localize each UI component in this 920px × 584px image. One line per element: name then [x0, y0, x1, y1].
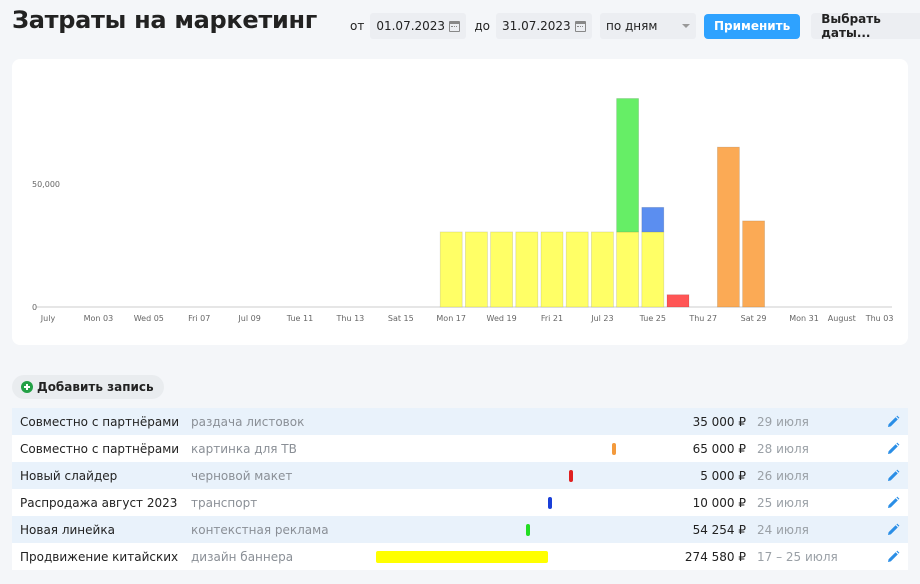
- chart-bar[interactable]: [742, 220, 765, 308]
- x-tick-label: Fri 21: [541, 314, 563, 323]
- record-amount: 10 000 ₽: [692, 495, 746, 510]
- x-tick-label: Mon 03: [84, 314, 114, 323]
- pencil-icon[interactable]: [886, 523, 900, 537]
- record-name: Совместно с партнёрами: [20, 414, 180, 429]
- chart-bar[interactable]: [666, 294, 690, 308]
- chart-bar[interactable]: [490, 231, 514, 308]
- chart-bar[interactable]: [616, 98, 639, 233]
- to-date-value: 31.07.2023: [501, 19, 571, 33]
- record-amount: 5 000 ₽: [700, 468, 746, 483]
- chart-bar[interactable]: [616, 231, 639, 308]
- x-tick-label: Tue 11: [286, 314, 313, 323]
- chart-bar[interactable]: [717, 146, 740, 308]
- timeline-bar: [526, 524, 530, 536]
- x-tick-label: Thu 03: [865, 314, 894, 323]
- add-record-label: Добавить запись: [37, 380, 154, 394]
- record-amount: 35 000 ₽: [692, 414, 746, 429]
- timeline-bar: [612, 443, 616, 455]
- x-tick-label: August: [828, 314, 856, 323]
- to-label: до: [474, 19, 490, 33]
- table-row[interactable]: Совместно с партнёрами картинка для ТВ 65 …: [12, 435, 908, 462]
- record-description: раздача листовок: [191, 414, 305, 429]
- choose-dates-label: Выбрать даты...: [821, 12, 881, 40]
- y-tick-label: 50,000: [32, 180, 60, 189]
- chart-bar[interactable]: [540, 231, 564, 308]
- calendar-icon[interactable]: [449, 20, 461, 32]
- from-date-input[interactable]: 01.07.2023: [370, 13, 467, 39]
- record-amount: 54 254 ₽: [692, 522, 746, 537]
- to-date-input[interactable]: 31.07.2023: [495, 13, 592, 39]
- record-description: транспорт: [191, 495, 258, 510]
- chart-bar[interactable]: [641, 206, 665, 233]
- chart-bar[interactable]: [591, 231, 614, 308]
- record-description: контекстная реклама: [191, 522, 329, 537]
- chart-card: 0 50,000 July Mon 03 Wed 05 Fri 07 Jul 09 Tue 1…: [12, 59, 908, 345]
- x-tick-label: Tue 25: [639, 314, 666, 323]
- record-date: 17 – 25 июля: [757, 549, 838, 564]
- x-tick-label: Jul 09: [237, 314, 260, 323]
- record-date: 24 июля: [757, 522, 809, 537]
- expenses-chart: 0 50,000 July Mon 03 Wed 05 Fri 07 Jul 09 Tue 1…: [32, 98, 894, 323]
- chart-bar[interactable]: [439, 231, 463, 308]
- record-name: Новый слайдер: [20, 468, 118, 483]
- table-row[interactable]: Новая линейка контекстная реклама 54 254 ₽…: [12, 516, 908, 543]
- add-record-button[interactable]: Добавить запись: [12, 375, 164, 399]
- calendar-icon[interactable]: [574, 20, 586, 32]
- timeline-bar: [569, 470, 573, 482]
- page-title: Затраты на маркетинг: [12, 6, 318, 34]
- chart-bar[interactable]: [565, 231, 589, 308]
- x-tick-label: July: [40, 314, 56, 323]
- table-row[interactable]: Новый слайдер черновой макет 5 000 ₽ 26 июл…: [12, 462, 908, 489]
- chevron-down-icon: [681, 24, 690, 28]
- x-tick-label: Fri 07: [188, 314, 210, 323]
- pencil-icon[interactable]: [886, 496, 900, 510]
- table-row[interactable]: Совместно с партнёрами раздача листовок 35…: [12, 408, 908, 435]
- record-name: Продвижение китайских товаров: [20, 549, 182, 564]
- chart-bar[interactable]: [641, 231, 665, 308]
- date-filter-bar: от 01.07.2023 до 31.07.2023 по дням Прим…: [350, 12, 920, 40]
- record-description: черновой макет: [191, 468, 293, 483]
- pencil-icon[interactable]: [886, 415, 900, 429]
- choose-dates-button[interactable]: Выбрать даты...: [811, 12, 920, 40]
- record-date: 25 июля: [757, 495, 809, 510]
- record-date: 29 июля: [757, 414, 809, 429]
- pencil-icon[interactable]: [886, 442, 900, 456]
- from-label: от: [350, 19, 365, 33]
- granularity-select[interactable]: по дням: [599, 13, 696, 39]
- record-name: Новая линейка: [20, 522, 115, 537]
- x-tick-label: Jul 23: [590, 314, 613, 323]
- x-tick-label: Wed 19: [487, 314, 517, 323]
- record-description: картинка для ТВ: [191, 441, 297, 456]
- x-tick-label: Mon 31: [789, 314, 819, 323]
- table-row[interactable]: Продвижение китайских товаров дизайн банн…: [12, 543, 908, 570]
- record-description: дизайн баннера: [191, 549, 294, 564]
- granularity-value: по дням: [605, 19, 658, 33]
- timeline-bar: [376, 551, 548, 563]
- record-name: Распродажа август 2023: [20, 495, 178, 510]
- record-amount: 65 000 ₽: [692, 441, 746, 456]
- pencil-icon[interactable]: [886, 469, 900, 483]
- chart-bar[interactable]: [464, 231, 488, 308]
- table-row[interactable]: Распродажа август 2023 транспорт 10 000 ₽ 2…: [12, 489, 908, 516]
- x-tick-label: Sat 15: [388, 314, 414, 323]
- from-date-value: 01.07.2023: [376, 19, 446, 33]
- record-name: Совместно с партнёрами: [20, 441, 180, 456]
- x-tick-label: Mon 17: [436, 314, 466, 323]
- timeline-bar: [548, 497, 552, 509]
- x-tick-label: Wed 05: [134, 314, 164, 323]
- plus-circle-icon: [21, 381, 33, 393]
- record-amount: 274 580 ₽: [684, 549, 746, 564]
- x-tick-label: Sat 29: [741, 314, 767, 323]
- x-tick-label: Thu 27: [688, 314, 717, 323]
- apply-button[interactable]: Применить: [703, 13, 801, 39]
- y-tick-label: 0: [32, 303, 37, 312]
- record-date: 26 июля: [757, 468, 809, 483]
- pencil-icon[interactable]: [886, 550, 900, 564]
- x-tick-label: Thu 13: [336, 314, 365, 323]
- record-date: 28 июля: [757, 441, 809, 456]
- records-table: Совместно с партнёрами раздача листовок 35…: [12, 408, 908, 570]
- chart-bar[interactable]: [515, 231, 539, 308]
